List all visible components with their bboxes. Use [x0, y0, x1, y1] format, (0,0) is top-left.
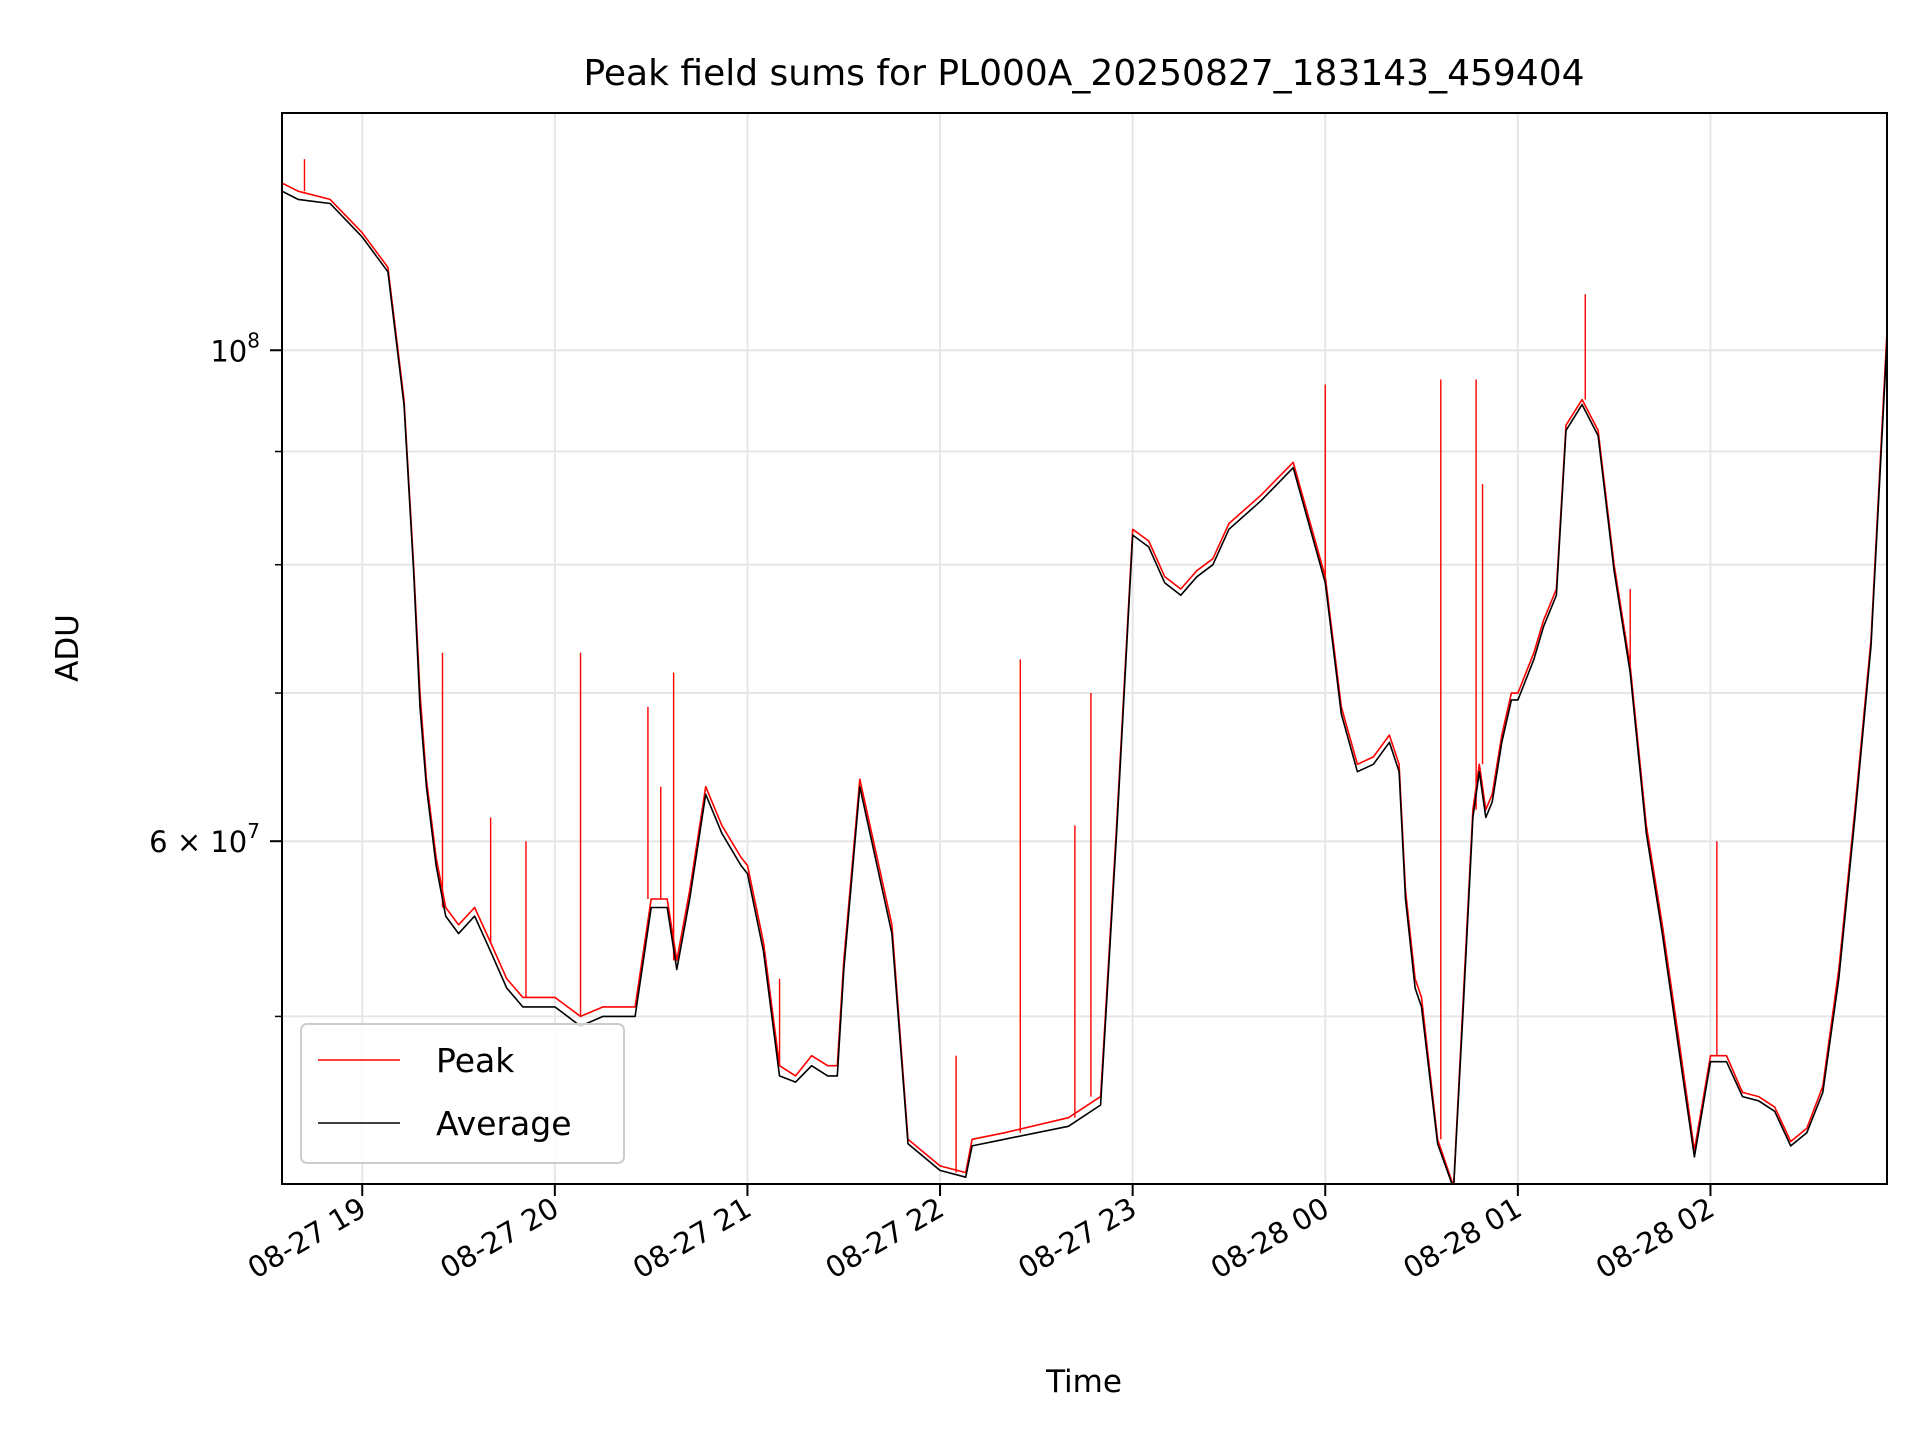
legend-label-average: Average [436, 1104, 572, 1143]
y-axis-ticks: 108 6 × 107 [149, 328, 282, 1018]
grid-lines [282, 113, 1887, 1184]
legend-label-peak: Peak [436, 1041, 515, 1080]
plot-area-frame [281, 112, 1888, 1185]
legend-box [300, 1023, 625, 1164]
x-axis-label: Time [1045, 1364, 1122, 1400]
legend: Peak Average [300, 1023, 625, 1164]
y-tick-label: 108 [210, 328, 260, 368]
series-line-peak [282, 182, 1887, 1184]
series-layer [282, 159, 1887, 1184]
y-tick-label: 6 × 107 [149, 819, 260, 859]
chart-title: Peak field sums for PL000A_20250827_1831… [583, 53, 1584, 94]
y-axis-label: ADU [50, 614, 86, 682]
series-line-average [282, 190, 1887, 1184]
